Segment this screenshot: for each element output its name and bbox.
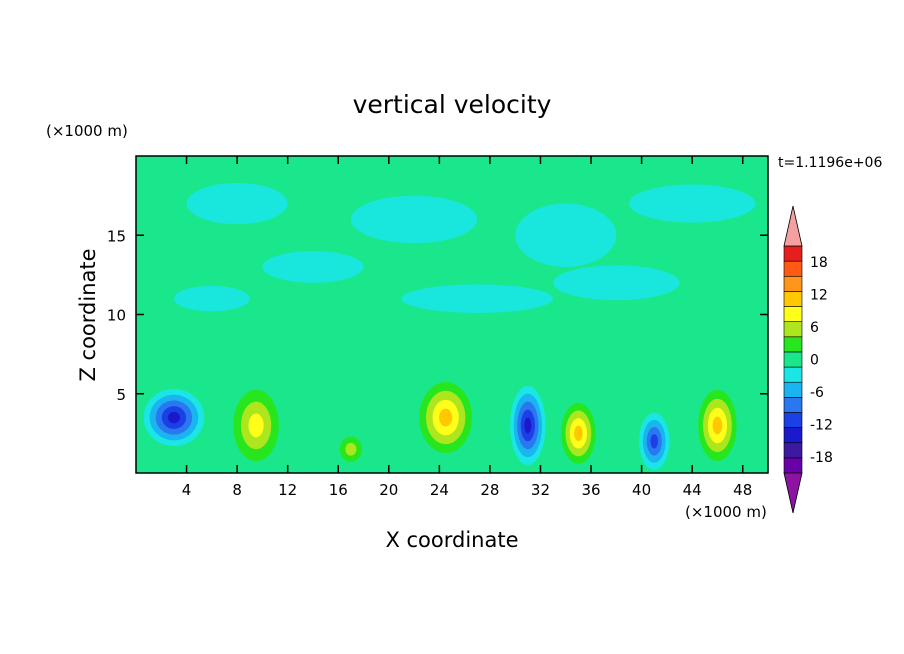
colorbar-tick-label: -6 [810,385,824,401]
velocity-cell [225,377,287,474]
colorbar-band [783,351,803,368]
colorbar-tick-label: -18 [810,450,833,466]
field-patch [401,284,554,313]
field-patch [186,182,288,225]
field-patch [262,251,364,283]
y-unit-label: (×1000 m) [46,122,128,140]
x-tick-label: 36 [581,481,600,499]
x-tick-label: 44 [683,481,702,499]
velocity-cell [693,381,742,470]
x-unit-label: (×1000 m) [685,503,767,521]
colorbar-band [783,260,803,277]
colorbar-band [783,291,803,307]
x-tick-label: 8 [232,481,242,499]
x-tick-label: 20 [379,481,398,499]
chart-title: vertical velocity [353,90,552,119]
cell-contour [650,434,659,449]
y-axis: 5 10 15 [107,227,768,404]
cell-contour [248,413,264,438]
x-axis: 4 8 12 16 20 24 28 32 36 40 44 48 [182,156,752,499]
cell-contour [712,416,723,435]
x-tick-label: 4 [182,481,192,499]
colorbar-tick-label: 0 [810,353,819,369]
field-patch [350,195,478,244]
velocity-cell [510,385,546,466]
field-patch [628,184,756,223]
colorbar-tick-label: 6 [810,320,819,336]
colorbar-extend-low [783,472,803,514]
x-axis-label: X coordinate [385,528,518,552]
colorbar-band [783,366,803,383]
field-patch [553,265,680,301]
colorbar-band [783,442,803,459]
velocity-cell [639,412,670,470]
cell-contour [439,408,453,427]
x-tick-label: 28 [480,481,499,499]
colorbar-tick-label: 12 [810,288,828,304]
colorbar-band [783,412,803,428]
y-tick-label: 15 [107,227,126,245]
colorbar-band [783,245,803,262]
y-tick-label: 10 [107,307,126,325]
x-tick-label: 16 [329,481,348,499]
y-axis-label: Z coordinate [76,248,100,381]
x-tick-label: 32 [531,481,550,499]
colorbar-band [783,275,803,292]
colorbar-tick-label: 18 [810,255,828,271]
velocity-cell [556,395,600,472]
colorbar-band [783,306,803,322]
cell-contour [524,417,532,434]
cell-contour [345,442,357,456]
time-label: t=1.1196e+06 [778,155,882,171]
colorbar: 18 12 6 0 -6 -12 -18 [783,205,833,514]
field-patch [173,285,250,312]
colorbar-extend-high [783,205,803,247]
velocity-cell [143,388,205,447]
colorbar-band [783,321,803,338]
velocity-cell [334,430,368,469]
colorbar-band [783,427,803,444]
colorbar-tick-label: -12 [810,417,833,433]
colorbar-band [783,397,803,413]
y-tick-label: 5 [116,386,126,404]
colorbar-band [783,381,803,398]
cell-contour [167,411,180,424]
velocity-field [136,156,768,474]
colorbar-band [783,457,803,474]
x-tick-label: 12 [278,481,297,499]
field-patch [515,203,617,267]
x-tick-label: 24 [430,481,449,499]
x-tick-label: 48 [733,481,752,499]
velocity-cell [412,373,479,462]
cell-contour [574,425,583,441]
x-tick-label: 40 [632,481,651,499]
colorbar-band [783,336,803,353]
